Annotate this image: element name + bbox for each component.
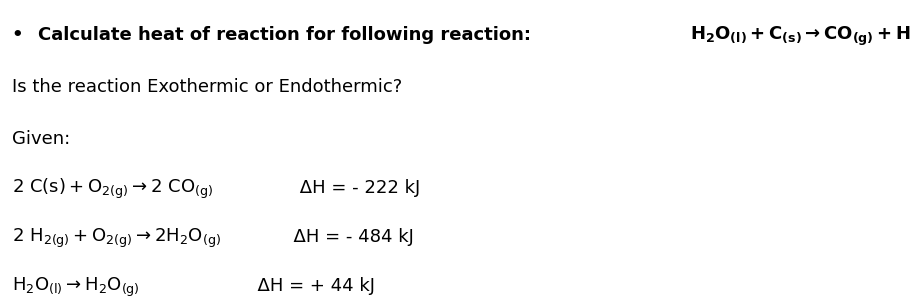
Text: $\mathregular{H_2O_{(l)} \rightarrow H_2O_{(g)}}$: $\mathregular{H_2O_{(l)} \rightarrow H_2… xyxy=(12,275,139,299)
Text: Calculate heat of reaction for following reaction:: Calculate heat of reaction for following… xyxy=(38,26,543,44)
Text: ΔH = - 222 kJ: ΔH = - 222 kJ xyxy=(271,179,420,197)
Text: Calculate heat of reaction for following reaction:: Calculate heat of reaction for following… xyxy=(0,305,1,306)
Text: Is the reaction Exothermic or Endothermic?: Is the reaction Exothermic or Endothermi… xyxy=(12,78,402,96)
Text: ΔH = - 484 kJ: ΔH = - 484 kJ xyxy=(281,228,413,246)
Text: $\mathregular{2\ C(s) + O_{2(g)} \rightarrow 2\ CO_{(g)}}$: $\mathregular{2\ C(s) + O_{2(g)} \righta… xyxy=(12,177,213,201)
Text: •: • xyxy=(12,26,24,44)
Text: Given:: Given: xyxy=(12,130,70,148)
Text: $\mathregular{2\ H_{2(g)} + O_{2(g)} \rightarrow 2H_2O_{(g)}}$: $\mathregular{2\ H_{2(g)} + O_{2(g)} \ri… xyxy=(12,226,221,250)
Text: ΔH = + 44 kJ: ΔH = + 44 kJ xyxy=(177,277,375,295)
Text: $\mathbf{H_2O_{(l)} + C_{(s)} \rightarrow CO_{(g)} + H_{2(g)}}$: $\mathbf{H_2O_{(l)} + C_{(s)} \rightarro… xyxy=(691,24,910,48)
